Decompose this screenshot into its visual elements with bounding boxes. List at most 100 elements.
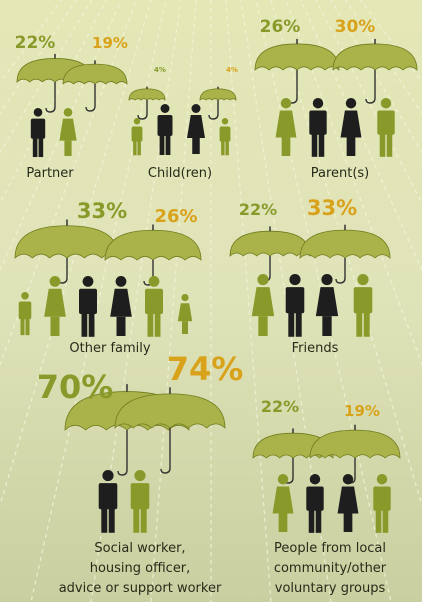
canopy: [14, 225, 120, 259]
canopy: [299, 229, 391, 259]
dress: [337, 486, 359, 514]
dress: [110, 288, 132, 317]
leg: [25, 318, 30, 336]
head: [160, 104, 170, 113]
head: [357, 274, 369, 286]
canopy: [229, 230, 311, 257]
dress: [44, 288, 66, 317]
head: [380, 98, 392, 109]
dress: [251, 287, 275, 317]
handle: [117, 430, 128, 476]
leg: [288, 311, 295, 337]
leg: [375, 509, 382, 533]
umbrella: [128, 86, 166, 120]
person: [110, 276, 132, 336]
leg: [295, 311, 302, 337]
leg: [165, 135, 171, 155]
dress: [272, 486, 294, 514]
handle: [160, 428, 171, 474]
group-label: community/other: [274, 561, 387, 576]
head: [280, 98, 292, 109]
person: [30, 108, 46, 158]
percentage: 19%: [344, 402, 380, 420]
percentage: 30%: [335, 17, 376, 37]
percentage: 22%: [15, 33, 56, 53]
leg: [38, 137, 44, 158]
umbrella: [62, 60, 128, 112]
percentage: 4%: [154, 66, 166, 74]
leg: [147, 312, 154, 337]
leg: [363, 311, 370, 337]
person: [98, 470, 118, 533]
dress: [315, 287, 339, 317]
ray: [255, 0, 392, 602]
dress: [340, 110, 362, 138]
torso: [145, 288, 163, 314]
umbrella: [199, 86, 237, 120]
leg: [88, 312, 95, 337]
leg: [311, 133, 318, 157]
legs: [182, 321, 188, 334]
canopy: [62, 63, 128, 85]
head: [277, 474, 289, 485]
umbrella: [299, 224, 391, 284]
leg: [159, 135, 165, 155]
dress: [187, 115, 205, 138]
head: [63, 108, 73, 117]
leg: [20, 318, 25, 336]
umbrella: [229, 226, 311, 282]
percentage: 26%: [260, 17, 301, 37]
leg: [315, 509, 322, 533]
person: [177, 294, 193, 334]
canopy: [104, 229, 202, 261]
ray: [225, 0, 272, 602]
person: [157, 104, 173, 155]
illustrations: [14, 38, 418, 533]
ray: [240, 0, 332, 602]
group-label: housing officer,: [90, 561, 191, 576]
percentage: 33%: [77, 199, 127, 223]
head: [134, 470, 146, 482]
handle: [137, 100, 148, 120]
head: [342, 474, 354, 485]
head: [191, 104, 201, 113]
torso: [353, 287, 373, 314]
dress: [177, 303, 193, 322]
legs: [278, 513, 288, 532]
head: [309, 474, 321, 485]
group-label: Child(ren): [148, 166, 212, 181]
leg: [108, 507, 115, 533]
person: [272, 474, 294, 532]
head: [221, 118, 229, 125]
leg: [221, 140, 225, 156]
head: [312, 98, 324, 109]
head: [115, 276, 127, 287]
percentage: 70%: [37, 368, 114, 406]
torso: [30, 118, 46, 139]
legs: [116, 316, 126, 336]
person: [337, 474, 359, 532]
torso: [373, 486, 391, 511]
legs: [64, 140, 72, 156]
torso: [285, 287, 305, 314]
torso: [79, 288, 97, 314]
dress: [59, 118, 77, 141]
percentage: 74%: [167, 350, 244, 388]
head: [345, 98, 357, 109]
canopy: [254, 43, 340, 71]
person: [373, 474, 391, 533]
person: [309, 98, 327, 157]
legs: [322, 316, 332, 336]
person: [130, 470, 150, 533]
leg: [133, 140, 137, 156]
texts: 22% 19% Partner 4% 4% Child(ren) 26% 30% Parent(…: [15, 17, 387, 596]
head: [181, 294, 189, 302]
leg: [81, 312, 88, 337]
person: [251, 274, 275, 336]
percentage: 19%: [92, 34, 128, 52]
person: [59, 108, 77, 156]
head: [33, 108, 43, 117]
head: [21, 292, 29, 300]
torso: [130, 483, 150, 510]
